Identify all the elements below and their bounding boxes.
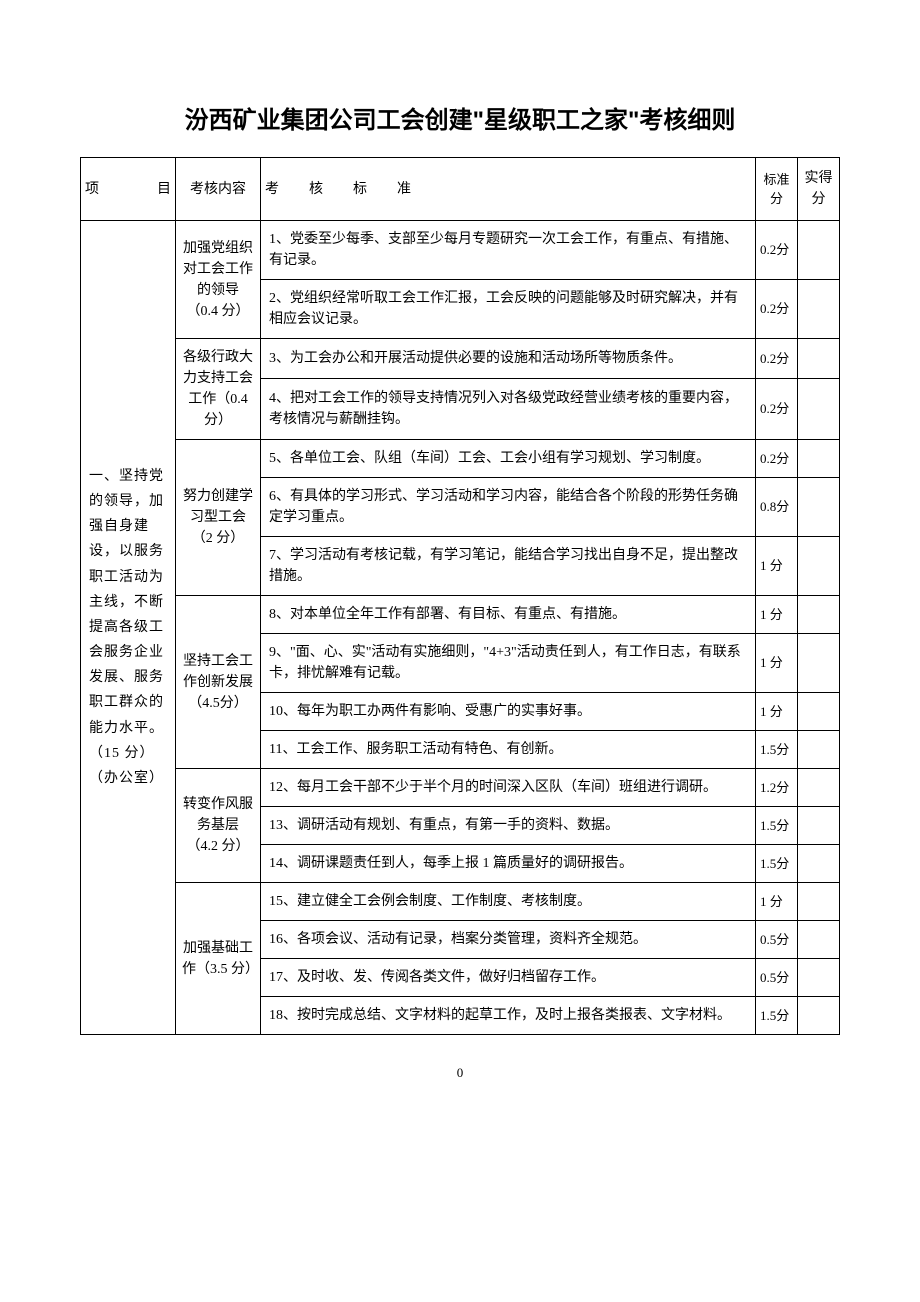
actual-cell bbox=[798, 845, 840, 883]
actual-cell bbox=[798, 440, 840, 478]
table-row: 努力创建学习型工会（2 分） 5、各单位工会、队组（车间）工会、工会小组有学习规… bbox=[81, 440, 840, 478]
score-cell: 0.2分 bbox=[756, 221, 798, 280]
table-row: 各级行政大力支持工会工作（0.4 分） 3、为工会办公和开展活动提供必要的设施和… bbox=[81, 339, 840, 379]
standard-cell: 13、调研活动有规划、有重点，有第一手的资料、数据。 bbox=[261, 807, 756, 845]
content-group-cell: 加强党组织对工会工作的领导（0.4 分） bbox=[176, 221, 261, 339]
actual-cell bbox=[798, 731, 840, 769]
standard-cell: 4、把对工会工作的领导支持情况列入对各级党政经营业绩考核的重要内容，考核情况与薪… bbox=[261, 378, 756, 439]
header-content: 考核内容 bbox=[176, 158, 261, 221]
score-cell: 0.5分 bbox=[756, 921, 798, 959]
header-actual: 实得分 bbox=[798, 158, 840, 221]
header-score: 标准分 bbox=[756, 158, 798, 221]
standard-cell: 1、党委至少每季、支部至少每月专题研究一次工会工作，有重点、有措施、有记录。 bbox=[261, 221, 756, 280]
standard-cell: 17、及时收、发、传阅各类文件，做好归档留存工作。 bbox=[261, 959, 756, 997]
score-cell: 1 分 bbox=[756, 883, 798, 921]
document-title: 汾西矿业集团公司工会创建"星级职工之家"考核细则 bbox=[80, 100, 840, 135]
actual-cell bbox=[798, 634, 840, 693]
standard-cell: 9、"面、心、实"活动有实施细则，"4+3"活动责任到人，有工作日志，有联系卡，… bbox=[261, 634, 756, 693]
standard-cell: 3、为工会办公和开展活动提供必要的设施和活动场所等物质条件。 bbox=[261, 339, 756, 379]
content-group-cell: 坚持工会工作创新发展（4.5分） bbox=[176, 596, 261, 769]
standard-cell: 6、有具体的学习形式、学习活动和学习内容，能结合各个阶段的形势任务确定学习重点。 bbox=[261, 478, 756, 537]
score-cell: 0.5分 bbox=[756, 959, 798, 997]
page-number: 0 bbox=[80, 1065, 840, 1081]
actual-cell bbox=[798, 997, 840, 1035]
standard-cell: 8、对本单位全年工作有部署、有目标、有重点、有措施。 bbox=[261, 596, 756, 634]
actual-cell bbox=[798, 807, 840, 845]
actual-cell bbox=[798, 769, 840, 807]
score-cell: 1 分 bbox=[756, 693, 798, 731]
table-row: 加强基础工作（3.5 分） 15、建立健全工会例会制度、工作制度、考核制度。 1… bbox=[81, 883, 840, 921]
score-cell: 0.2分 bbox=[756, 280, 798, 339]
content-group-cell: 加强基础工作（3.5 分） bbox=[176, 883, 261, 1035]
table-row: 坚持工会工作创新发展（4.5分） 8、对本单位全年工作有部署、有目标、有重点、有… bbox=[81, 596, 840, 634]
standard-cell: 14、调研课题责任到人，每季上报 1 篇质量好的调研报告。 bbox=[261, 845, 756, 883]
assessment-table: 项 目 考核内容 考 核 标 准 标准分 实得分 一、坚持党的领导，加强自身建设… bbox=[80, 157, 840, 1035]
project-section-cell: 一、坚持党的领导，加强自身建设，以服务职工活动为主线，不断提高各级工会服务企业发… bbox=[81, 221, 176, 1035]
header-project: 项 目 bbox=[81, 158, 176, 221]
actual-cell bbox=[798, 478, 840, 537]
header-standard: 考 核 标 准 bbox=[261, 158, 756, 221]
standard-cell: 16、各项会议、活动有记录，档案分类管理，资料齐全规范。 bbox=[261, 921, 756, 959]
actual-cell bbox=[798, 921, 840, 959]
table-header-row: 项 目 考核内容 考 核 标 准 标准分 实得分 bbox=[81, 158, 840, 221]
standard-cell: 7、学习活动有考核记载，有学习笔记，能结合学习找出自身不足，提出整改措施。 bbox=[261, 537, 756, 596]
score-cell: 0.2分 bbox=[756, 339, 798, 379]
table-row: 转变作风服务基层（4.2 分） 12、每月工会干部不少于半个月的时间深入区队（车… bbox=[81, 769, 840, 807]
standard-cell: 18、按时完成总结、文字材料的起草工作，及时上报各类报表、文字材料。 bbox=[261, 997, 756, 1035]
content-group-cell: 各级行政大力支持工会工作（0.4 分） bbox=[176, 339, 261, 440]
standard-cell: 11、工会工作、服务职工活动有特色、有创新。 bbox=[261, 731, 756, 769]
score-cell: 0.8分 bbox=[756, 478, 798, 537]
content-group-cell: 转变作风服务基层（4.2 分） bbox=[176, 769, 261, 883]
actual-cell bbox=[798, 693, 840, 731]
actual-cell bbox=[798, 537, 840, 596]
actual-cell bbox=[798, 883, 840, 921]
table-row: 一、坚持党的领导，加强自身建设，以服务职工活动为主线，不断提高各级工会服务企业发… bbox=[81, 221, 840, 280]
score-cell: 1.5分 bbox=[756, 845, 798, 883]
score-cell: 1 分 bbox=[756, 634, 798, 693]
actual-cell bbox=[798, 280, 840, 339]
score-cell: 0.2分 bbox=[756, 440, 798, 478]
content-group-cell: 努力创建学习型工会（2 分） bbox=[176, 440, 261, 596]
actual-cell bbox=[798, 596, 840, 634]
score-cell: 1.5分 bbox=[756, 807, 798, 845]
score-cell: 1.5分 bbox=[756, 997, 798, 1035]
standard-cell: 2、党组织经常听取工会工作汇报，工会反映的问题能够及时研究解决，并有相应会议记录… bbox=[261, 280, 756, 339]
score-cell: 1.2分 bbox=[756, 769, 798, 807]
actual-cell bbox=[798, 959, 840, 997]
score-cell: 0.2分 bbox=[756, 378, 798, 439]
standard-cell: 15、建立健全工会例会制度、工作制度、考核制度。 bbox=[261, 883, 756, 921]
standard-cell: 10、每年为职工办两件有影响、受惠广的实事好事。 bbox=[261, 693, 756, 731]
score-cell: 1.5分 bbox=[756, 731, 798, 769]
score-cell: 1 分 bbox=[756, 596, 798, 634]
actual-cell bbox=[798, 339, 840, 379]
actual-cell bbox=[798, 378, 840, 439]
standard-cell: 12、每月工会干部不少于半个月的时间深入区队（车间）班组进行调研。 bbox=[261, 769, 756, 807]
standard-cell: 5、各单位工会、队组（车间）工会、工会小组有学习规划、学习制度。 bbox=[261, 440, 756, 478]
actual-cell bbox=[798, 221, 840, 280]
score-cell: 1 分 bbox=[756, 537, 798, 596]
